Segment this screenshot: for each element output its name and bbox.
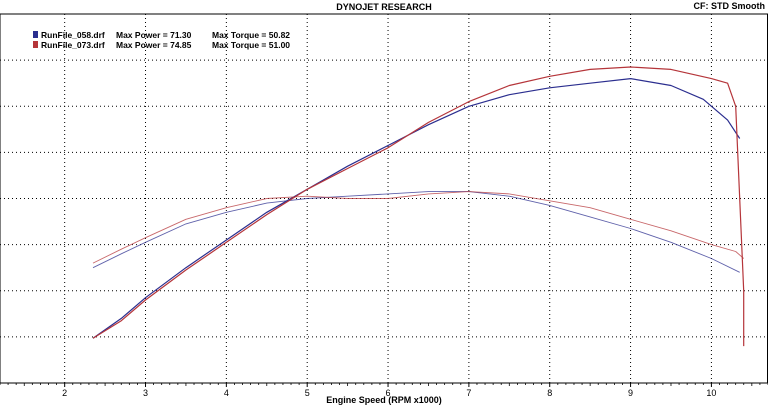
legend-swatch-2 (33, 41, 38, 48)
x-tick-label-10: 10 (706, 388, 716, 398)
runfile-058-drf-power-line (92, 77, 741, 339)
legend-name-2: RunFile_073.drf (41, 40, 105, 50)
x-tick-label-7: 7 (466, 388, 471, 398)
legend-power-1: Max Power = 71.30 (116, 30, 192, 40)
x-axis-label: Engine Speed (RPM x1000) (326, 395, 442, 405)
vertical-gridlines (64, 14, 712, 387)
x-minor-ticks (0, 383, 768, 386)
legend-power-2: Max Power = 74.85 (116, 40, 192, 50)
x-tick-label-2: 2 (62, 388, 67, 398)
x-tick-label-9: 9 (628, 388, 633, 398)
runfile-058-drf-torque-line (92, 191, 740, 273)
chart-title: DYNOJET RESEARCH (336, 2, 432, 12)
x-tick-labels: 2 3 4 5 6 7 8 9 10 (62, 388, 716, 398)
series-layer (92, 66, 745, 347)
x-tick-label-4: 4 (224, 388, 229, 398)
legend-name-1: RunFile_058.drf (41, 30, 105, 40)
runfile-073-drf-power-line (92, 66, 745, 347)
x-tick-label-6: 6 (386, 388, 391, 398)
x-tick-label-3: 3 (143, 388, 148, 398)
legend-swatch-1 (33, 31, 38, 38)
legend: RunFile_058.drf Max Power = 71.30 Max To… (33, 30, 290, 50)
header-right-text: CF: STD Smooth (694, 1, 766, 11)
runfile-073-drf-torque-line (92, 191, 744, 264)
legend-torque-1: Max Torque = 50.82 (212, 30, 290, 40)
x-tick-label-5: 5 (305, 388, 310, 398)
x-tick-label-8: 8 (547, 388, 552, 398)
legend-torque-2: Max Torque = 51.00 (212, 40, 290, 50)
horizontal-gridlines (0, 59, 768, 338)
